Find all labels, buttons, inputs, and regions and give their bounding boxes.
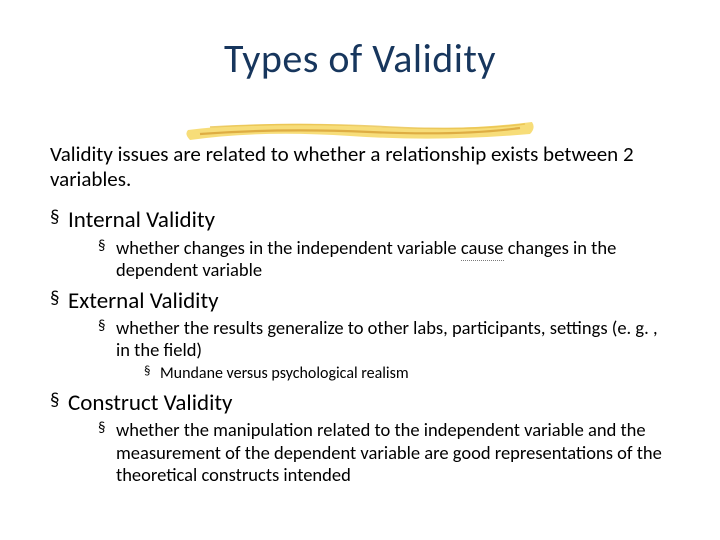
bullet-external-validity: External Validity whether the results ge… xyxy=(50,287,674,384)
slide-title: Types of Validity xyxy=(224,34,496,83)
subsub-bullet: Mundane versus psychological realism xyxy=(144,364,674,384)
subsub-text: Mundane versus psychological realism xyxy=(160,364,409,383)
intro-text: Validity issues are related to whether a… xyxy=(50,142,674,192)
bullet-construct-validity: Construct Validity whether the manipulat… xyxy=(50,389,674,486)
sublist: whether the results generalize to other … xyxy=(68,317,674,383)
sublist: whether the manipulation related to the … xyxy=(68,419,674,486)
sublist: whether changes in the independent varia… xyxy=(68,237,674,281)
bullet-list: Internal Validity whether changes in the… xyxy=(50,206,674,486)
slide-body: Validity issues are related to whether a… xyxy=(50,142,674,486)
sub-bullet: whether the manipulation related to the … xyxy=(98,419,674,486)
bullet-label: External Validity xyxy=(68,287,219,315)
sub-bullet: whether the results generalize to other … xyxy=(98,317,674,383)
title-container: Types of Validity xyxy=(0,34,720,83)
underlined-word: cause xyxy=(461,236,504,261)
slide: Types of Validity Validity issues are re… xyxy=(0,0,720,540)
sub-text-pre: whether changes in the independent varia… xyxy=(116,236,461,259)
sub-text: whether the results generalize to other … xyxy=(116,316,658,361)
bullet-internal-validity: Internal Validity whether changes in the… xyxy=(50,206,674,281)
sub-text: whether the manipulation related to the … xyxy=(116,418,662,485)
bullet-label: Construct Validity xyxy=(68,389,232,417)
sub-bullet: whether changes in the independent varia… xyxy=(98,237,674,281)
subsublist: Mundane versus psychological realism xyxy=(116,364,674,384)
bullet-label: Internal Validity xyxy=(68,206,215,234)
